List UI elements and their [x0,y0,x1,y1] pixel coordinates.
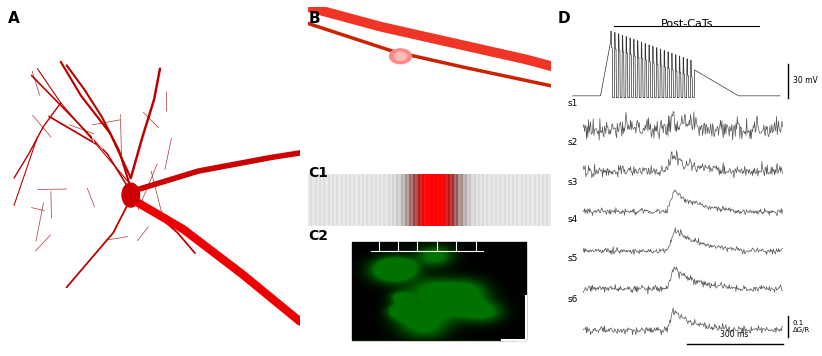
Text: 20 μm: 20 μm [503,340,525,346]
Text: A: A [8,11,20,26]
Text: 0.1
ΔG/R: 0.1 ΔG/R [793,320,810,333]
Text: C1: C1 [308,166,328,179]
Text: s2: s2 [395,235,401,240]
Text: PYR: PYR [145,30,164,40]
Text: time: time [321,287,330,304]
Ellipse shape [122,183,140,207]
Text: 30 mV: 30 mV [793,76,818,85]
Text: 300
ms: 300 ms [540,312,551,324]
Text: s1: s1 [376,235,381,240]
Text: s1: s1 [568,99,578,108]
Text: O/A: O/A [52,30,70,40]
Circle shape [390,49,411,64]
Text: 100 μm: 100 μm [77,311,109,320]
Text: B: B [308,11,320,26]
Text: 20 μm: 20 μm [472,143,499,152]
Text: s6: s6 [473,235,478,240]
Text: s5: s5 [568,255,578,263]
Text: s6: s6 [568,295,578,304]
Text: Post-CaTs: Post-CaTs [661,19,713,29]
Circle shape [395,52,406,60]
Text: D: D [557,11,570,26]
Text: 300 ms: 300 ms [721,330,749,339]
Text: C2: C2 [308,229,328,242]
Text: s3: s3 [414,235,420,240]
Text: s3: s3 [568,178,578,187]
Text: s4: s4 [434,235,440,240]
Bar [352,242,526,340]
Text: RAD: RAD [231,57,252,67]
Text: s4: s4 [568,215,578,224]
Text: s2: s2 [568,138,578,147]
Text: s5: s5 [453,235,459,240]
